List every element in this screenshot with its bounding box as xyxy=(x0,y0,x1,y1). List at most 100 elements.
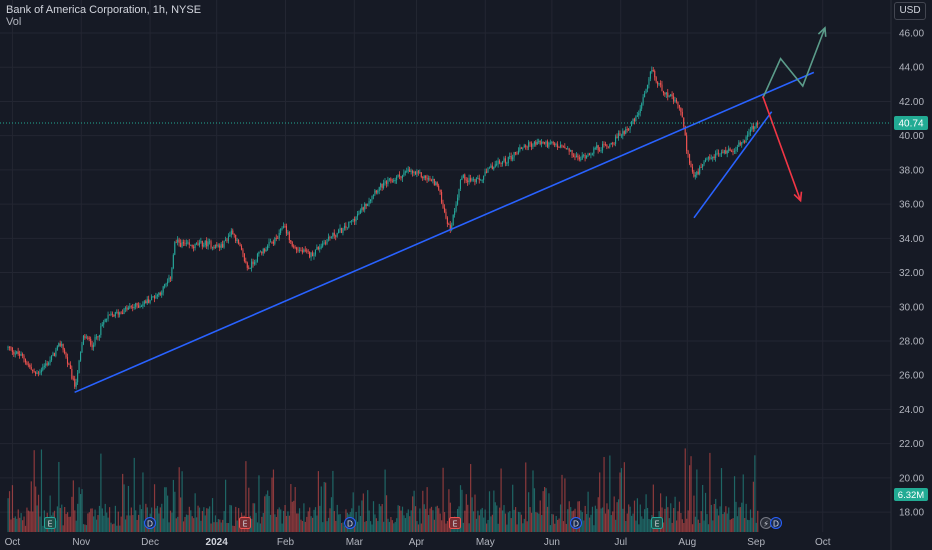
volume-bar xyxy=(712,520,714,532)
volume-bar xyxy=(103,515,105,532)
candle-body xyxy=(94,337,96,345)
candle-body xyxy=(103,321,105,325)
volume-bar xyxy=(225,479,227,532)
volume-bar xyxy=(557,519,559,532)
candle-body xyxy=(303,249,305,253)
candle-body xyxy=(230,230,232,235)
volume-bar xyxy=(341,523,343,532)
volume-bar xyxy=(523,518,525,532)
volume-bar xyxy=(24,525,27,532)
volume-bar xyxy=(370,521,372,532)
candle-body xyxy=(648,78,650,85)
volume-bar xyxy=(49,495,51,532)
candle-body xyxy=(559,145,562,148)
volume-bar xyxy=(491,514,493,532)
volume-bar xyxy=(519,512,521,532)
event-marker-earnings[interactable]: E xyxy=(651,517,663,529)
event-marker-split[interactable]: ⚡ xyxy=(760,517,772,529)
candle-body xyxy=(55,350,57,356)
volume-bar xyxy=(191,516,193,532)
volume-legend-label[interactable]: Vol xyxy=(6,16,22,28)
volume-bar xyxy=(549,525,551,532)
volume-bar xyxy=(193,518,195,532)
event-marker-earnings[interactable]: E xyxy=(44,517,56,529)
volume-bar xyxy=(617,499,620,532)
volume-bar xyxy=(496,505,498,532)
candle-body xyxy=(32,369,34,372)
candle-body xyxy=(493,167,495,170)
event-marker-dividend[interactable]: D xyxy=(570,517,582,529)
volume-bar xyxy=(300,519,302,532)
candle-body xyxy=(719,153,721,155)
candle-body xyxy=(123,308,125,314)
volume-bar xyxy=(751,517,753,532)
candle-body xyxy=(528,142,530,148)
volume-bar xyxy=(413,490,415,532)
volume-bar xyxy=(426,487,428,532)
candle-body xyxy=(471,179,473,181)
event-marker-earnings[interactable]: E xyxy=(239,517,251,529)
candle-body xyxy=(697,171,699,174)
volume-bar xyxy=(117,511,119,532)
candle-body xyxy=(597,145,599,151)
volume-bar xyxy=(684,448,686,532)
earnings-badge xyxy=(239,517,251,529)
candle-body xyxy=(66,357,69,364)
event-marker-earnings[interactable]: E xyxy=(449,517,461,529)
candle-body xyxy=(542,142,544,143)
trend-drawings[interactable] xyxy=(0,26,891,394)
candle-body xyxy=(568,148,570,152)
candle-body xyxy=(362,207,364,210)
candle-body xyxy=(620,135,622,137)
candle-body xyxy=(371,195,373,200)
candle-body xyxy=(111,313,113,315)
volume-bar xyxy=(754,455,756,532)
candle-body xyxy=(95,336,98,338)
volume-bar xyxy=(174,491,176,532)
volume-bar xyxy=(538,513,540,532)
candle-body xyxy=(117,311,119,315)
candle-body xyxy=(755,122,757,127)
candle-body xyxy=(140,306,142,307)
candle-body xyxy=(442,202,444,208)
volume-bar xyxy=(30,481,32,532)
candle-body xyxy=(461,177,463,181)
event-markers[interactable]: E D E D E D E ⚡ D xyxy=(44,517,782,529)
volume-bar xyxy=(323,482,325,532)
candle-body xyxy=(488,167,490,169)
candle-body xyxy=(700,167,702,168)
candle-body xyxy=(612,142,614,144)
candle-body xyxy=(327,237,330,240)
candle-body xyxy=(272,241,274,244)
candle-body xyxy=(580,159,582,161)
candle-body xyxy=(138,305,140,308)
candle-body xyxy=(684,125,686,136)
volume-bar xyxy=(155,508,157,532)
candle-body xyxy=(468,178,470,183)
event-marker-dividend[interactable]: D xyxy=(144,517,156,529)
event-marker-dividend[interactable]: D xyxy=(344,517,356,529)
volume-bar xyxy=(132,515,134,532)
volume-bar xyxy=(678,501,681,532)
volume-bar xyxy=(164,487,166,532)
price-tick-label: 32.00 xyxy=(899,268,924,279)
candle-body xyxy=(116,311,118,313)
candle-body xyxy=(381,183,383,188)
candle-body xyxy=(446,217,448,224)
volume-bar xyxy=(278,507,280,532)
currency-button[interactable]: USD xyxy=(894,2,926,20)
volume-bar xyxy=(232,525,234,532)
volume-bar xyxy=(68,516,70,532)
volume-bar xyxy=(731,518,733,532)
volume-bar xyxy=(107,517,109,532)
candle-body xyxy=(84,335,86,338)
volume-bar xyxy=(294,487,296,532)
candle-body xyxy=(445,211,447,218)
event-marker-dividend[interactable]: D xyxy=(770,517,782,529)
symbol-title[interactable]: Bank of America Corporation, 1h, NYSE xyxy=(6,4,202,16)
volume-bar xyxy=(546,506,549,532)
volume-bar xyxy=(448,489,450,532)
candle-body xyxy=(562,146,564,148)
